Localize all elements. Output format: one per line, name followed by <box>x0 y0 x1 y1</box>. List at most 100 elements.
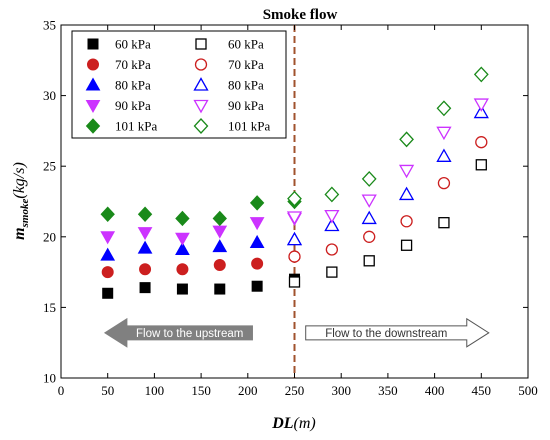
data-point <box>288 250 301 263</box>
series-open-60-kPa <box>288 159 487 288</box>
data-point <box>326 266 338 278</box>
data-point <box>363 230 376 243</box>
x-tick-label: 400 <box>425 383 445 398</box>
data-point <box>137 240 153 254</box>
data-point <box>438 217 450 229</box>
data-point <box>361 194 377 208</box>
data-point <box>473 66 489 83</box>
data-point <box>436 126 452 141</box>
legend-marker <box>87 38 99 50</box>
data-point <box>175 210 190 227</box>
legend-label: 90 kPa <box>228 98 264 113</box>
legend-marker <box>87 58 99 71</box>
data-point <box>214 283 226 295</box>
series-filled-70-kPa <box>101 250 301 279</box>
upstream-label: Flow to the upstream <box>136 328 243 340</box>
data-point <box>324 209 340 224</box>
legend-label: 70 kPa <box>115 57 151 72</box>
data-point <box>399 131 414 148</box>
legend: 60 kPa 70 kPa 80 kPa 90 kPa 101 kPa 60 kPa 70 … <box>71 30 287 139</box>
data-point <box>400 239 413 251</box>
axis-ticks: 0 50 100 150 200 250 300 350 400 450 500 10 15 20 25 30… <box>43 18 538 399</box>
data-point <box>437 176 451 190</box>
data-point <box>175 241 190 256</box>
data-point <box>324 186 340 203</box>
x-tick-label: 200 <box>238 383 258 398</box>
series-filled-80-kPa <box>100 232 302 261</box>
legend-label: 80 kPa <box>228 78 264 93</box>
data-points <box>100 66 489 299</box>
data-point <box>212 225 228 239</box>
data-point <box>139 263 152 276</box>
data-point <box>251 280 263 292</box>
data-point <box>249 234 265 248</box>
data-point <box>363 255 375 267</box>
series-open-70-kPa <box>288 136 488 263</box>
data-point <box>361 210 377 225</box>
y-tick-label: 20 <box>43 229 56 244</box>
flow-arrows: Flow to the upstream Flow to the downstr… <box>103 317 490 348</box>
series-open-101-kPa <box>287 66 489 207</box>
legend-label: 101 kPa <box>228 119 270 134</box>
legend-marker <box>85 118 101 134</box>
legend-marker <box>193 99 209 114</box>
y-tick-label: 30 <box>43 88 56 103</box>
data-point <box>286 231 303 246</box>
x-tick-label: 150 <box>191 383 211 398</box>
legend-box <box>71 30 287 139</box>
data-point <box>139 282 151 294</box>
x-tick-label: 50 <box>101 383 114 398</box>
legend-marker <box>194 58 208 71</box>
upstream-arrow <box>103 317 253 348</box>
data-point <box>249 195 265 211</box>
data-point <box>100 247 116 261</box>
data-point <box>436 148 452 162</box>
data-point <box>212 210 227 227</box>
downstream-arrow <box>305 317 490 348</box>
legend-marker <box>195 38 207 50</box>
y-tick-label: 35 <box>43 18 56 33</box>
legend-marker <box>85 77 101 91</box>
legend-marker <box>85 100 101 114</box>
legend-label: 90 kPa <box>115 98 151 113</box>
x-tick-label: 450 <box>472 383 492 398</box>
x-tick-label: 250 <box>285 383 305 398</box>
data-point <box>287 190 302 207</box>
data-point <box>100 231 116 245</box>
series-open-90-kPa <box>286 98 489 225</box>
data-point <box>249 217 265 231</box>
y-tick-label: 10 <box>43 371 56 386</box>
legend-label: 60 kPa <box>228 37 264 52</box>
data-point <box>475 136 488 149</box>
legend-label: 60 kPa <box>115 37 151 52</box>
x-tick-label: 300 <box>331 383 351 398</box>
data-point <box>473 98 489 112</box>
legend-marker <box>193 118 209 134</box>
series-filled-101-kPa <box>100 193 302 227</box>
series-filled-90-kPa <box>100 212 302 246</box>
x-tick-label: 500 <box>518 383 538 398</box>
legend-label: 80 kPa <box>115 78 151 93</box>
data-point <box>288 276 301 288</box>
data-point <box>361 170 377 187</box>
data-point <box>137 206 153 222</box>
legend-label: 101 kPa <box>115 119 157 134</box>
data-point <box>100 206 115 222</box>
data-point <box>101 266 114 279</box>
x-tick-label: 100 <box>145 383 165 398</box>
data-point <box>212 239 228 253</box>
x-axis-label: DL(m) <box>271 415 316 432</box>
chart-title: Smoke flow <box>263 7 338 23</box>
data-point <box>400 215 413 228</box>
series-filled-60-kPa <box>102 273 300 299</box>
y-axis-label: msmoke(kg/s) <box>11 162 31 240</box>
data-point <box>213 259 226 272</box>
data-point <box>324 217 340 232</box>
downstream-label: Flow to the downstream <box>325 328 447 340</box>
legend-marker <box>193 77 209 91</box>
y-tick-label: 15 <box>43 300 56 315</box>
series-open-80-kPa <box>286 104 489 246</box>
data-point <box>137 227 153 241</box>
x-tick-label: 0 <box>58 383 65 398</box>
